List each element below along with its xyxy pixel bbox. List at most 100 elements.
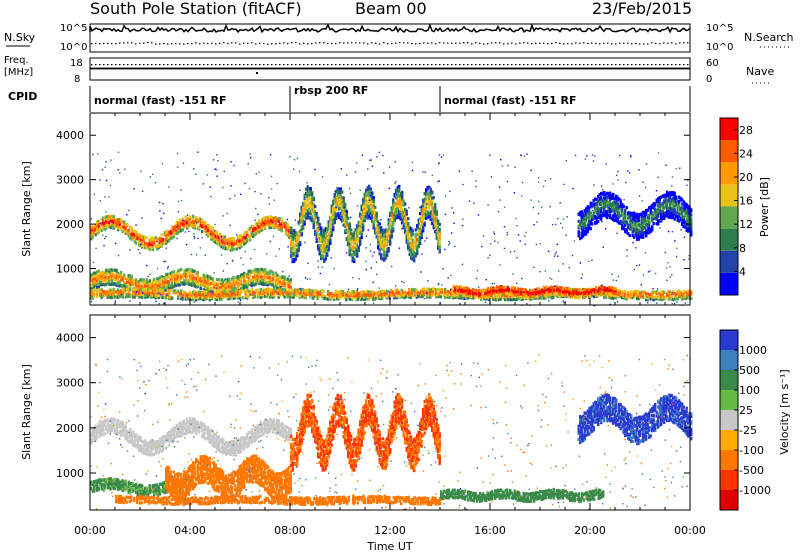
data-cell [579, 220, 582, 224]
data-cell [308, 207, 311, 211]
data-cell [199, 290, 202, 294]
data-cell [434, 202, 437, 207]
data-cell [331, 294, 334, 298]
data-cell [323, 239, 326, 243]
data-cell [138, 289, 141, 293]
data-cell [372, 199, 375, 203]
data-cell [685, 210, 688, 214]
data-cell [407, 237, 410, 241]
data-cell [252, 227, 255, 232]
data-cell [126, 285, 129, 289]
data-cell [524, 288, 527, 292]
data-cell [181, 294, 184, 298]
data-cell [201, 230, 204, 234]
data-cell [148, 283, 151, 288]
data-cell [670, 216, 673, 220]
data-cell [404, 229, 407, 233]
data-cell [338, 204, 341, 208]
data-cell [124, 231, 127, 235]
data-cell [280, 275, 283, 279]
data-cell [112, 214, 115, 219]
data-cell [375, 218, 378, 222]
data-cell [315, 234, 318, 238]
data-cell [493, 295, 496, 300]
data-cell [314, 231, 317, 235]
data-cell [322, 289, 325, 294]
data-cell [177, 289, 180, 293]
data-cell [168, 295, 171, 299]
data-cell [332, 218, 335, 222]
data-cell [102, 224, 105, 229]
data-cell [244, 289, 247, 293]
data-cell [488, 288, 491, 292]
data-cell [324, 236, 327, 240]
data-cell [316, 294, 319, 299]
data-cell [614, 292, 617, 296]
data-cell [199, 286, 202, 290]
data-cell [153, 237, 156, 241]
data-cell [192, 269, 195, 273]
data-cell [416, 249, 419, 253]
data-cell [426, 187, 429, 191]
data-cell [195, 285, 198, 289]
data-cell [326, 227, 329, 231]
data-cell [208, 277, 211, 281]
data-cell [93, 228, 96, 233]
data-cell [145, 290, 148, 294]
data-cell [259, 275, 262, 279]
data-cell [411, 248, 414, 252]
data-cell [389, 232, 392, 236]
nave-tick-top: 60 [706, 58, 719, 69]
data-cell [390, 208, 393, 212]
data-cell [324, 245, 327, 249]
data-cell [582, 214, 585, 218]
data-cell [607, 294, 610, 298]
data-cell [326, 248, 329, 252]
data-cell [514, 292, 517, 296]
data-cell [516, 297, 519, 301]
data-cell [132, 291, 135, 295]
data-cell [360, 219, 363, 224]
data-cell [651, 297, 654, 301]
data-cell [615, 206, 618, 210]
data-cell [117, 292, 120, 296]
data-cell [657, 290, 660, 295]
data-cell [205, 276, 208, 280]
data-cell [312, 296, 315, 300]
data-cell [577, 234, 580, 238]
data-cell [663, 212, 666, 216]
data-cell [165, 273, 168, 277]
data-cell [419, 230, 422, 234]
data-cell [429, 189, 432, 193]
data-cell [294, 288, 297, 292]
data-cell [377, 220, 380, 224]
data-cell [235, 247, 238, 251]
data-cell [402, 201, 405, 206]
data-cell [145, 294, 148, 298]
data-cell [679, 208, 682, 212]
data-cell [634, 224, 637, 228]
data-cell [348, 234, 351, 238]
data-cell [615, 194, 618, 198]
data-cell [151, 236, 154, 240]
data-cell [335, 200, 338, 204]
data-cell [277, 286, 280, 290]
data-cell [94, 273, 97, 277]
data-cell [132, 234, 135, 238]
data-cell [583, 296, 586, 300]
data-cell [133, 236, 136, 240]
data-cell [428, 185, 431, 189]
data-cell [447, 295, 450, 299]
data-cell [510, 298, 513, 302]
data-cell [288, 279, 291, 283]
data-cell [216, 297, 219, 301]
data-cell [118, 220, 121, 224]
data-cell [270, 218, 273, 222]
data-cell [237, 284, 240, 288]
data-cell [123, 227, 126, 231]
data-cell [535, 243, 538, 246]
data-cell [184, 273, 187, 277]
data-cell [621, 203, 624, 207]
data-cell [421, 287, 424, 291]
data-cell [599, 285, 602, 289]
